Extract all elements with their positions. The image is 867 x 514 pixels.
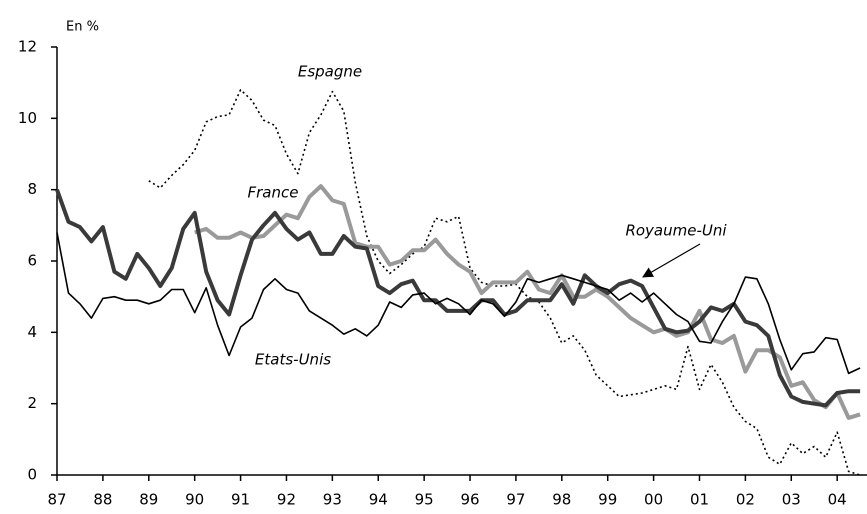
x-tick-label: 94	[369, 491, 388, 509]
y-tick-label: 2	[27, 394, 37, 412]
x-tick-label: 98	[552, 491, 571, 509]
x-tick-label: 02	[736, 491, 755, 509]
x-tick-label: 96	[460, 491, 479, 509]
x-tick-label: 88	[93, 491, 112, 509]
x-tick-label: 95	[415, 491, 434, 509]
x-tick-label: 87	[47, 491, 66, 509]
x-tick-label: 99	[598, 491, 617, 509]
y-tick-label: 0	[27, 466, 37, 484]
x-tick-label: 90	[185, 491, 204, 509]
series-label: France	[248, 184, 299, 202]
y-tick-label: 4	[27, 323, 37, 341]
series-line	[55, 189, 861, 408]
y-tick-label: 6	[27, 252, 37, 270]
x-tick-label: 04	[828, 491, 847, 509]
y-tick-label: 10	[18, 109, 37, 127]
x-tick-label: 01	[690, 491, 709, 509]
series-label: Etats-Unis	[255, 351, 331, 369]
x-tick-label: 93	[323, 491, 342, 509]
series-label: Espagne	[298, 63, 362, 81]
y-tick-label: 8	[27, 180, 37, 198]
series-line	[56, 232, 861, 375]
y-tick-label: 12	[18, 38, 37, 56]
x-tick-label: 00	[644, 491, 663, 509]
x-tick-label: 97	[506, 491, 525, 509]
x-tick-label: 92	[277, 491, 296, 509]
x-tick-label: 03	[782, 491, 801, 509]
series-line	[194, 184, 861, 420]
x-tick-label: 89	[139, 491, 158, 509]
y-axis-label: En %	[66, 20, 99, 35]
label-arrow	[642, 243, 701, 278]
x-tick-label: 91	[231, 491, 250, 509]
series-label: Royaume-Uni	[625, 222, 727, 240]
